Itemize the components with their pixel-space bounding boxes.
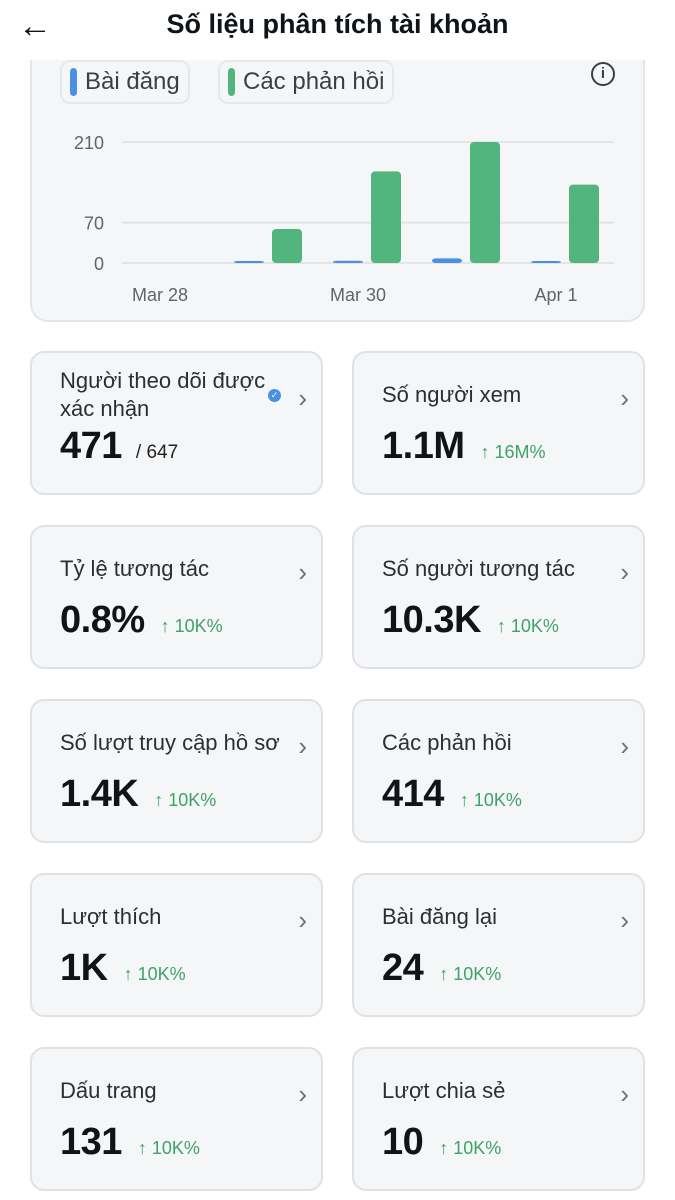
metric-change: ↑ 10K% bbox=[123, 964, 186, 984]
chevron-right-icon: › bbox=[298, 1079, 307, 1109]
metric-value: 1K bbox=[60, 947, 108, 989]
metric-label: Lượt thích bbox=[60, 904, 162, 929]
chevron-right-icon: › bbox=[620, 557, 629, 587]
metric-value: 131 bbox=[60, 1121, 122, 1163]
header: ← Số liệu phân tích tài khoản bbox=[0, 0, 675, 60]
x-tick-label: Mar 30 bbox=[330, 285, 386, 305]
metric-label: Số người tương tác bbox=[382, 556, 575, 581]
metric-card[interactable]: Số người xem › 1.1M ↑ 16M% bbox=[352, 351, 645, 495]
metric-label: Số lượt truy cập hồ sơ bbox=[60, 730, 280, 755]
x-tick-label: Apr 1 bbox=[534, 285, 577, 305]
metric-value: 10.3K bbox=[382, 599, 481, 641]
bar-posts[interactable] bbox=[531, 261, 561, 263]
metric-change: ↑ 10K% bbox=[137, 1138, 200, 1158]
metric-change: ↑ 10K% bbox=[459, 790, 522, 810]
metric-change: ↑ 10K% bbox=[439, 964, 502, 984]
metric-label: Người theo dõi được xác nhận bbox=[60, 368, 266, 421]
y-tick-label: 70 bbox=[84, 214, 104, 234]
legend-swatch-replies bbox=[228, 68, 235, 96]
metric-label: Bài đăng lại bbox=[382, 904, 497, 929]
metric-card[interactable]: Lượt thích › 1K ↑ 10K% bbox=[30, 873, 323, 1017]
metric-value: 471 bbox=[60, 425, 122, 467]
chevron-right-icon: › bbox=[620, 383, 629, 413]
metric-change: ↑ 10K% bbox=[439, 1138, 502, 1158]
metric-label: Dấu trang bbox=[60, 1078, 157, 1103]
metric-label: Tỷ lệ tương tác bbox=[60, 556, 209, 581]
metric-card[interactable]: Dấu trang › 131 ↑ 10K% bbox=[30, 1047, 323, 1191]
metric-card[interactable]: Lượt chia sẻ › 10 ↑ 10K% bbox=[352, 1047, 645, 1191]
metric-value: 10 bbox=[382, 1121, 424, 1163]
metric-change: ↑ 10K% bbox=[154, 790, 217, 810]
metric-card[interactable]: Bài đăng lại › 24 ↑ 10K% bbox=[352, 873, 645, 1017]
bar-chart: 0 70 210 Mar 28 Mar 30 Apr 1 bbox=[74, 133, 614, 305]
legend-label: Bài đăng bbox=[85, 68, 180, 95]
bar-posts[interactable] bbox=[432, 258, 462, 263]
bar-replies[interactable] bbox=[569, 184, 599, 263]
metric-total: / 647 bbox=[135, 442, 179, 463]
metric-change: ↑ 10K% bbox=[496, 616, 559, 636]
bar-posts[interactable] bbox=[333, 260, 363, 263]
bar-replies[interactable] bbox=[272, 229, 302, 263]
chevron-right-icon: › bbox=[620, 731, 629, 761]
chevron-right-icon: › bbox=[298, 905, 307, 935]
bar-replies[interactable] bbox=[371, 171, 401, 263]
verified-badge-icon: ✓ bbox=[268, 389, 281, 402]
x-tick-label: Mar 28 bbox=[132, 285, 188, 305]
bar-posts[interactable] bbox=[234, 261, 264, 263]
metric-label: Số người xem bbox=[382, 382, 522, 407]
metric-value: 1.1M bbox=[382, 425, 465, 467]
metric-value: 1.4K bbox=[60, 773, 139, 815]
chart-card: Bài đăng Các phản hồi i 0 70 210 Mar 28 Mar … bbox=[30, 20, 645, 322]
metric-card[interactable]: Số người tương tác › 10.3K ↑ 10K% bbox=[352, 525, 645, 669]
metric-value: 24 bbox=[382, 947, 424, 989]
page-title: Số liệu phân tích tài khoản bbox=[166, 9, 509, 39]
bar-replies[interactable] bbox=[470, 142, 500, 263]
back-arrow-icon[interactable]: ← bbox=[18, 7, 52, 45]
chevron-right-icon: › bbox=[298, 731, 307, 761]
info-icon[interactable]: i bbox=[591, 62, 615, 86]
legend-swatch-posts bbox=[70, 68, 77, 96]
metric-card[interactable]: Số lượt truy cập hồ sơ › 1.4K ↑ 10K% bbox=[30, 699, 323, 843]
legend-posts[interactable]: Bài đăng bbox=[60, 60, 190, 104]
metric-change: ↑ 16M% bbox=[480, 442, 546, 462]
legend-label: Các phản hồi bbox=[243, 68, 385, 95]
chevron-right-icon: › bbox=[298, 557, 307, 587]
metric-card[interactable]: Người theo dõi được xác nhận ✓ › 471 / 647 bbox=[30, 351, 323, 495]
metrics-grid: Người theo dõi được xác nhận ✓ › 471 / 647 Số… bbox=[30, 351, 645, 1191]
metric-change: ↑ 10K% bbox=[160, 616, 223, 636]
y-tick-label: 210 bbox=[74, 133, 104, 153]
metric-value: 414 bbox=[382, 773, 444, 815]
y-tick-label: 0 bbox=[94, 254, 104, 274]
metric-value: 0.8% bbox=[60, 599, 145, 641]
chevron-right-icon: › bbox=[298, 383, 307, 413]
metric-card[interactable]: Tỷ lệ tương tác › 0.8% ↑ 10K% bbox=[30, 525, 323, 669]
metric-label: Các phản hồi bbox=[382, 730, 512, 755]
chevron-right-icon: › bbox=[620, 1079, 629, 1109]
metric-card[interactable]: Các phản hồi › 414 ↑ 10K% bbox=[352, 699, 645, 843]
chevron-right-icon: › bbox=[620, 905, 629, 935]
metric-label: Lượt chia sẻ bbox=[382, 1078, 506, 1103]
legend-replies[interactable]: Các phản hồi bbox=[218, 60, 395, 104]
